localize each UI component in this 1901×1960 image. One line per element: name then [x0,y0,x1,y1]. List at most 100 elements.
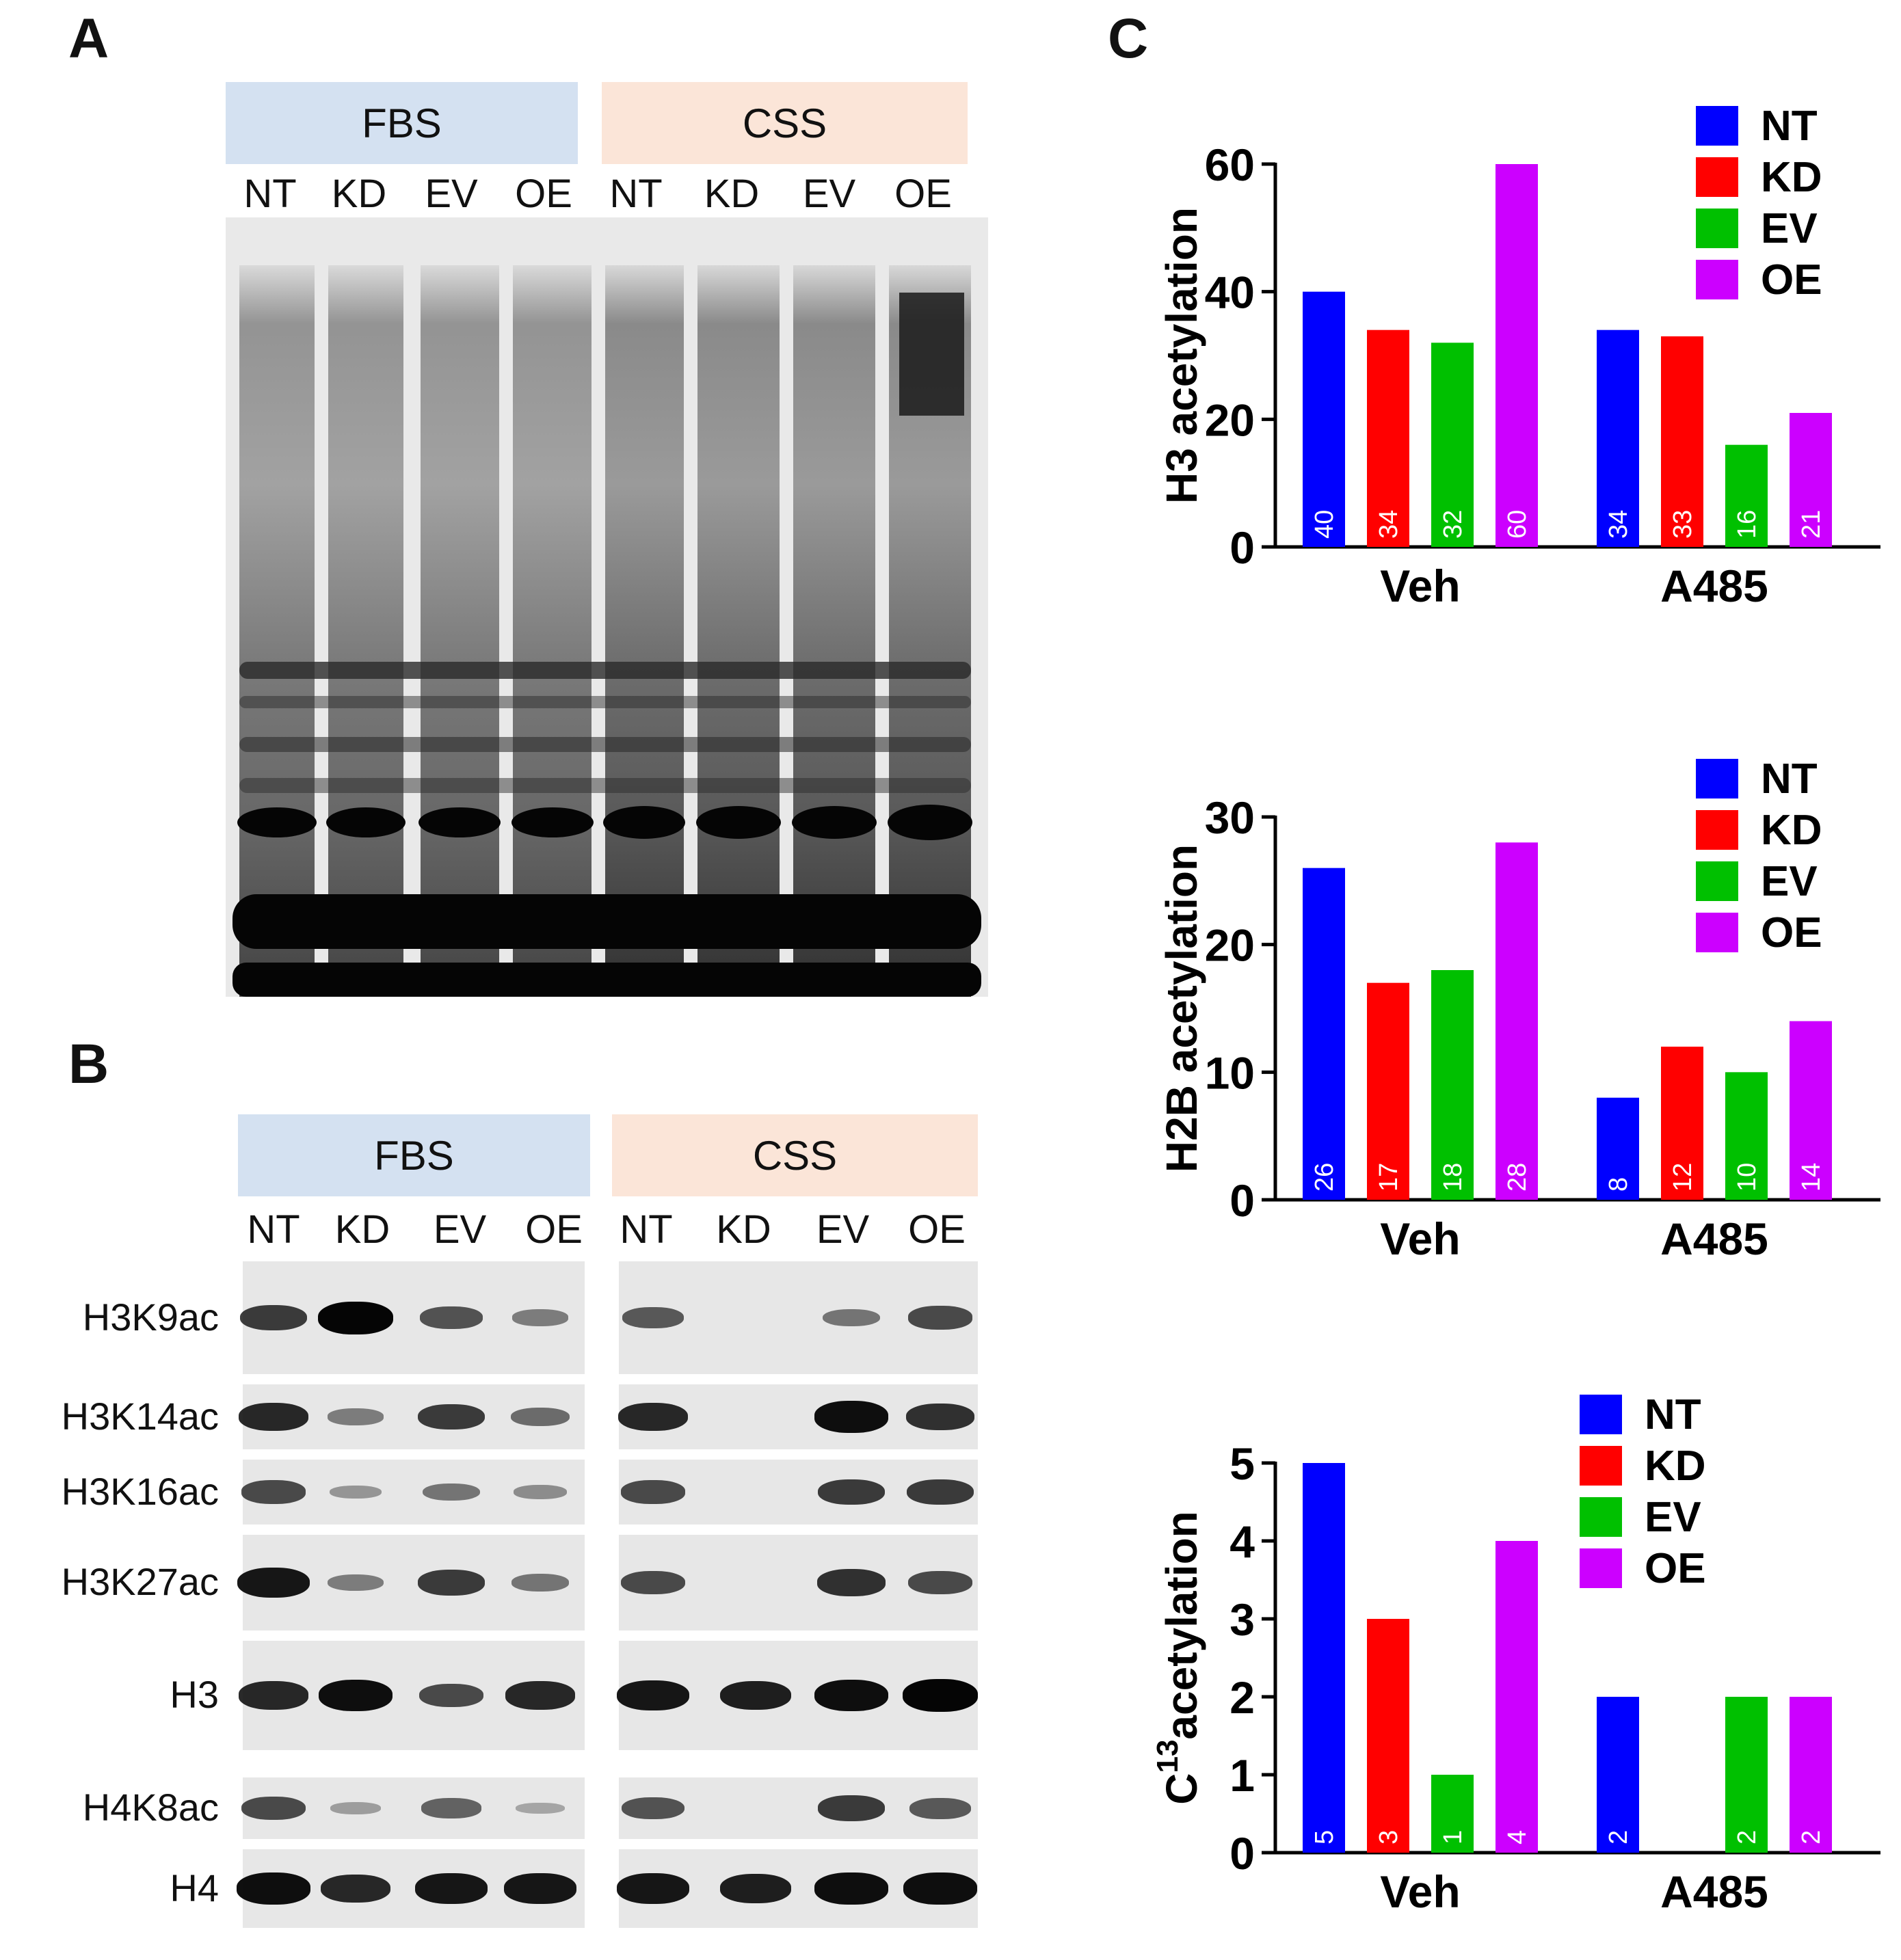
lane-label: OE [525,1207,583,1252]
y-axis-label: H2B acetylation [1157,844,1206,1172]
panel-a-gel-image [226,217,988,997]
legend-swatch [1696,106,1738,146]
legend-label: NT [1645,1391,1701,1438]
blot-band [909,1797,971,1819]
lane-label: KD [716,1207,771,1252]
bar [1661,336,1703,547]
blot-band [240,1304,307,1331]
blot-band [621,1570,685,1595]
blot-band [318,1301,393,1334]
legend-swatch [1580,1497,1622,1537]
bar-value-label: 60 [1503,510,1532,539]
legend-swatch [1696,209,1738,248]
bar-value-label: 12 [1669,1163,1697,1192]
blot-band [321,1874,390,1903]
blot-band [908,1306,972,1330]
blot-band [419,1683,483,1708]
blot-label: H3K27ac [61,1560,219,1603]
y-tick-label: 5 [1229,1438,1255,1489]
blot-band [823,1308,880,1327]
blot-band [516,1803,565,1814]
blot-band [720,1874,791,1903]
blot-band [418,1404,485,1430]
y-tick-label: 20 [1205,920,1255,971]
panel-a-lane-labels: NT KD EV OE NT KD EV OE [226,171,968,217]
x-category-label: Veh [1380,1866,1460,1917]
blot-label: H4 [170,1866,219,1909]
bar [1790,1697,1832,1853]
bar [1303,1463,1345,1853]
blot-band [239,1681,308,1710]
bar [1597,1697,1639,1853]
blot-band [328,1408,384,1425]
legend-swatch [1580,1548,1622,1588]
bar-value-label: 2 [1604,1830,1633,1844]
legend-swatch [1580,1446,1622,1486]
blot-band [504,1873,576,1904]
legend-swatch [1696,759,1738,798]
legend-label: OE [1761,256,1822,304]
blot-band [239,1402,308,1432]
y-tick-label: 1 [1229,1750,1255,1801]
bar [1431,343,1474,547]
bar-value-label: 34 [1604,510,1633,539]
blot-band [511,1407,570,1427]
bar-value-label: 40 [1310,510,1339,539]
bar-value-label: 33 [1669,510,1697,539]
legend-label: OE [1761,909,1822,956]
bar [1431,970,1474,1200]
lane-label: KD [334,1207,390,1252]
legend-swatch [1696,157,1738,197]
blot-band [622,1797,684,1820]
legend-swatch [1696,913,1738,952]
blot-band [814,1872,888,1905]
legend-label: KD [1645,1442,1706,1490]
lane-label: NT [247,1207,300,1252]
bar [1597,330,1639,547]
y-tick-label: 2 [1229,1672,1255,1723]
blot-band [423,1483,480,1501]
c13-acetylation-chart: 0 1 2 3 4 5 C13acetylation 5 3 1 4 Veh 2 2 2 A485 NTKDEV… [1151,1391,1880,1917]
gel-strong-bands [232,805,981,997]
blot-label: H3K14ac [61,1394,219,1438]
y-tick-label: 3 [1229,1594,1255,1645]
blot-band [908,1570,972,1595]
bar [1661,1047,1703,1200]
blot-band [420,1306,483,1329]
blot-band [817,1569,886,1596]
bar [1495,164,1538,547]
bar-value-label: 4 [1503,1830,1532,1844]
blot-band [622,1307,684,1328]
x-category-label: A485 [1660,561,1768,611]
lane-label: OE [515,172,572,216]
bar [1725,1072,1768,1200]
x-category-label: A485 [1660,1213,1768,1264]
blot-band [241,1480,306,1504]
legend-swatch [1696,861,1738,901]
blot-band [818,1479,885,1505]
bar [1303,868,1345,1200]
bar-value-label: 18 [1439,1163,1467,1192]
y-tick-label: 40 [1205,267,1255,318]
bar [1367,982,1409,1200]
blot-label: H3K16ac [61,1469,219,1513]
legend-swatch [1696,810,1738,850]
lane-label: NT [609,172,663,216]
blot-band [617,1680,689,1711]
blot-band [906,1403,974,1431]
blot-band [511,1574,569,1592]
bar-value-label: 16 [1733,510,1762,539]
bar-value-label: 34 [1374,510,1403,539]
bar-value-label: 10 [1733,1163,1762,1192]
panel-b-fbs-header: FBS [238,1114,590,1196]
blot-band [237,1872,310,1905]
bar-value-label: 2 [1797,1830,1826,1844]
bar [1495,1541,1538,1853]
lane-label: NT [243,172,297,216]
lane-label: EV [802,172,856,216]
lane-label: OE [894,172,952,216]
x-category-label: A485 [1660,1866,1768,1917]
y-tick-label: 0 [1229,522,1255,573]
blot-band [418,1570,485,1596]
